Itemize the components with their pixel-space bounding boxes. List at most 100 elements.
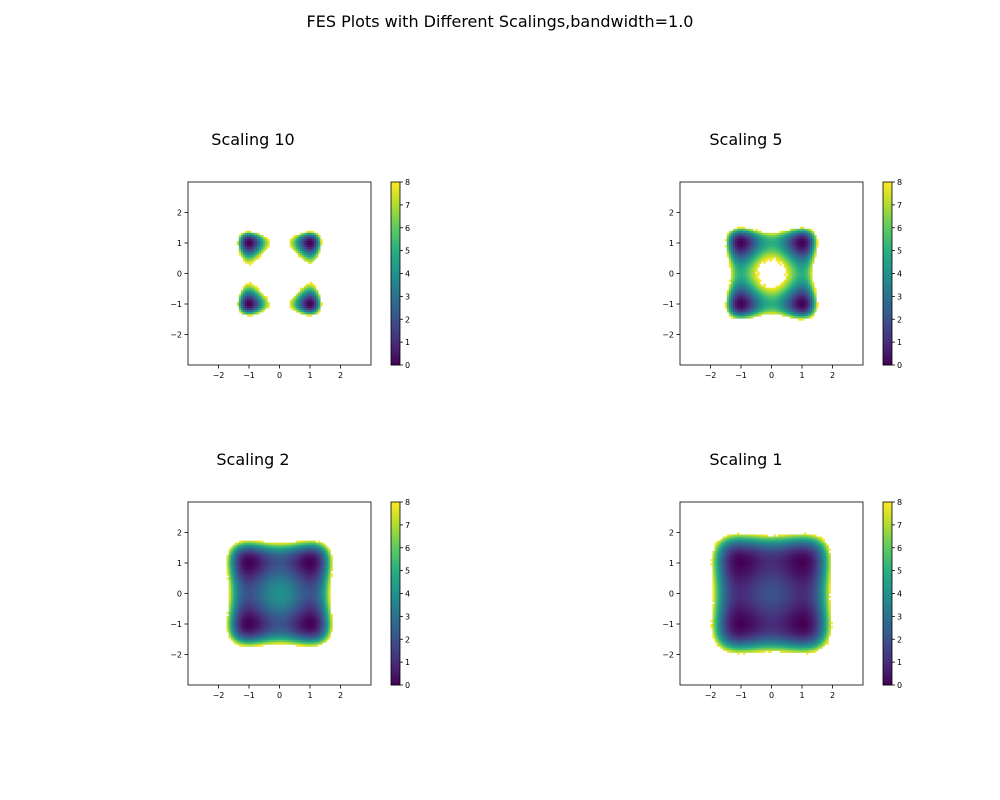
heatmap-cell (249, 556, 252, 560)
heatmap-cell (234, 554, 238, 558)
heatmap-cell (279, 611, 282, 615)
heatmap-cell (747, 271, 750, 274)
heatmap-cell (726, 304, 730, 307)
heatmap-cell (726, 308, 730, 311)
heatmap-cell (261, 560, 264, 564)
heatmap-cell (789, 232, 793, 236)
heatmap-cell (246, 577, 250, 580)
heatmap-cell (253, 259, 256, 262)
heatmap-cell (263, 306, 266, 309)
heatmap-cell (246, 585, 250, 588)
heatmap-cell (271, 558, 274, 562)
heatmap-cell (312, 232, 315, 236)
heatmap-cell (743, 314, 746, 317)
heatmap-cell (797, 308, 801, 311)
heatmap-cell (763, 287, 766, 291)
heatmap-cell (749, 314, 752, 317)
heatmap-cell (257, 597, 260, 600)
heatmap-cell (726, 301, 730, 305)
heatmap-cell (771, 236, 774, 240)
heatmap-cell (785, 306, 789, 309)
heatmap-cell (799, 299, 803, 303)
heatmap-cell (802, 228, 805, 232)
heatmap-cell (281, 613, 284, 617)
heatmap-cell (242, 563, 246, 566)
heatmap-cell (253, 542, 256, 546)
heatmap-cell (318, 599, 321, 602)
heatmap-cell (273, 599, 276, 602)
heatmap-cell (730, 234, 734, 238)
heatmap-cell (314, 626, 317, 629)
heatmap-cell (812, 306, 815, 309)
heatmap-cell (240, 546, 244, 550)
heatmap-cell (232, 573, 236, 576)
heatmap-cell (779, 234, 783, 238)
heatmap-cell (234, 593, 238, 596)
heatmap-cell (259, 554, 262, 558)
heatmap-cell (281, 634, 284, 637)
heatmap-cell (795, 230, 799, 234)
heatmap-cell (263, 297, 266, 301)
heatmap-cell (787, 257, 791, 260)
heatmap-cell (244, 609, 248, 613)
heatmap-cell (303, 295, 307, 299)
heatmap-cell (328, 556, 331, 560)
colorbar-segment (391, 194, 400, 198)
heatmap-cell (318, 240, 321, 244)
heatmap-cell (728, 312, 732, 315)
heatmap-cell (799, 255, 803, 258)
heatmap-cell (255, 624, 258, 627)
heatmap-cell (279, 583, 282, 586)
heatmap-cell (283, 550, 286, 554)
heatmap-cell (763, 283, 766, 287)
heatmap-cell (297, 552, 301, 556)
heatmap-cell (249, 550, 252, 554)
heatmap-cell (322, 632, 325, 635)
heatmap-cell (281, 546, 284, 550)
heatmap-cell (775, 297, 778, 301)
heatmap-cell (295, 611, 299, 615)
heatmap-cell (769, 299, 772, 303)
heatmap-cell (242, 556, 246, 560)
heatmap-cell (749, 234, 752, 238)
heatmap-cell (773, 238, 776, 242)
heatmap-cell (753, 263, 756, 266)
heatmap-cell (240, 552, 244, 556)
heatmap-cell (273, 565, 276, 568)
heatmap-cell (265, 304, 268, 307)
heatmap-cell (804, 240, 807, 244)
colorbar-segment (883, 300, 892, 305)
heatmap-cell (314, 293, 317, 297)
heatmap-cell (806, 295, 809, 299)
heatmap-cell (322, 591, 325, 594)
heatmap-cell (238, 619, 242, 623)
y-tick-label: 2 (177, 209, 182, 218)
heatmap-cell (732, 301, 736, 305)
heatmap-cell (318, 609, 321, 613)
heatmap-cell (755, 269, 758, 272)
heatmap-cell (244, 240, 248, 244)
heatmap-cell (234, 587, 238, 590)
heatmap-cell (799, 257, 803, 260)
heatmap-cell (736, 281, 740, 285)
heatmap-cell (305, 312, 309, 315)
heatmap-cell (745, 267, 748, 270)
heatmap-cell (299, 630, 303, 633)
heatmap-cell (320, 630, 323, 633)
heatmap-cell (259, 624, 262, 627)
heatmap-cell (307, 560, 311, 564)
heatmap-cell (779, 304, 783, 307)
heatmap-cell (743, 249, 746, 252)
heatmap-cell (779, 297, 783, 301)
heatmap-cell (312, 565, 315, 568)
heatmap-cell (297, 548, 301, 552)
heatmap-cell (283, 558, 286, 562)
heatmap-cell (730, 279, 734, 282)
heatmap-cell (747, 273, 750, 276)
heatmap-cell (738, 238, 742, 242)
heatmap-cell (305, 565, 309, 568)
heatmap-cell (289, 583, 293, 586)
x-tick-label: 0 (769, 371, 774, 380)
heatmap-cell (279, 587, 282, 590)
